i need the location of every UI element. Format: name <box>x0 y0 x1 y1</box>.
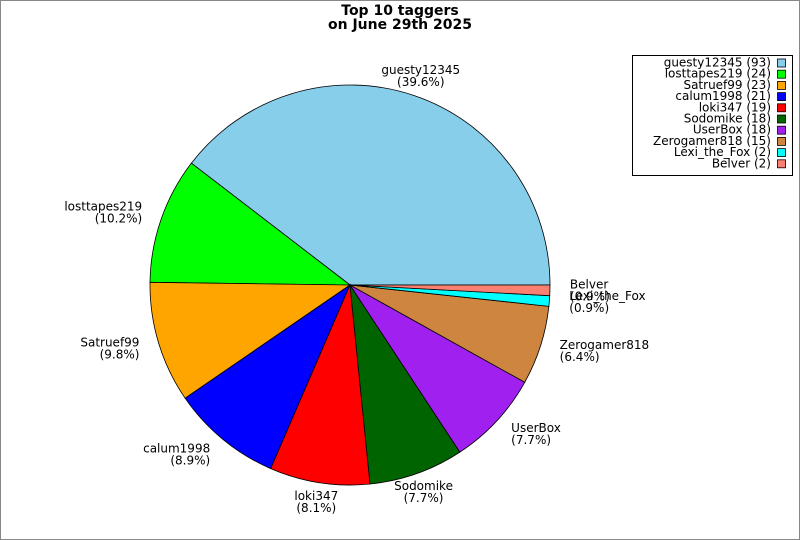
slice-percentage: (9.8%) <box>100 347 140 361</box>
legend-label: Lexi_the_Fox (2) <box>674 145 771 159</box>
slice-label: loki347 <box>294 489 338 503</box>
legend-swatch <box>777 69 786 79</box>
pie-slice <box>349 284 461 485</box>
pie-slice <box>149 281 352 399</box>
legend-swatch <box>777 81 786 90</box>
legend-swatch <box>777 136 786 146</box>
legend-box <box>632 55 793 176</box>
legend-label: Zerogamer818 (15) <box>653 134 771 148</box>
slice-label: losttapes219 <box>64 199 142 213</box>
chart-subtitle: on June 29th 2025 <box>328 17 472 33</box>
legend-swatch <box>777 103 786 113</box>
legend-swatch <box>777 114 786 124</box>
slice-percentage: (7.7%) <box>511 433 551 447</box>
slice-label: Sodomike <box>394 479 453 493</box>
legend-swatch <box>777 159 786 169</box>
slice-label: Zerogamer818 <box>560 338 650 352</box>
legend-swatch <box>777 58 786 68</box>
slice-percentage: (0.9%) <box>570 289 610 303</box>
pie-slice <box>149 162 352 286</box>
slice-label: Satruef99 <box>80 335 139 349</box>
slice-percentage: (8.1%) <box>296 501 336 515</box>
legend-label: calum1998 (21) <box>675 89 771 103</box>
pie-slice <box>349 284 526 453</box>
pie-slice <box>184 283 351 470</box>
legend-swatch <box>777 125 786 135</box>
slice-percentage: (0.9%) <box>569 301 609 315</box>
pie-slice <box>349 284 551 297</box>
pie-slice <box>270 283 371 486</box>
slice-label: guesty12345 <box>381 63 460 77</box>
legend-label: guesty12345 (93) <box>664 56 771 70</box>
slice-percentage: (8.9%) <box>170 453 210 467</box>
legend-swatch <box>777 92 786 101</box>
slice-percentage: (39.6%) <box>397 75 444 89</box>
legend-label: Satruef99 (23) <box>683 78 771 92</box>
legend-label: loki347 (19) <box>699 100 771 114</box>
slice-label: calum1998 <box>143 441 210 455</box>
slice-percentage: (6.4%) <box>560 350 600 364</box>
legend-label: Sodomike (18) <box>684 112 771 126</box>
legend-swatch <box>777 148 786 158</box>
slice-label: UserBox <box>511 421 561 435</box>
legend-label: UserBox (18) <box>693 123 771 137</box>
legend-label: losttapes219 (24) <box>665 67 771 81</box>
legend-label: Belver (2) <box>712 156 771 170</box>
slice-percentage: (10.2%) <box>95 211 142 225</box>
slice-percentage: (7.7%) <box>404 491 444 505</box>
chart-title: Top 10 taggers <box>341 3 458 19</box>
slice-label: Lexi_the_Fox <box>569 289 645 303</box>
pie-slice <box>190 84 551 286</box>
slice-label: Belver <box>570 277 608 291</box>
